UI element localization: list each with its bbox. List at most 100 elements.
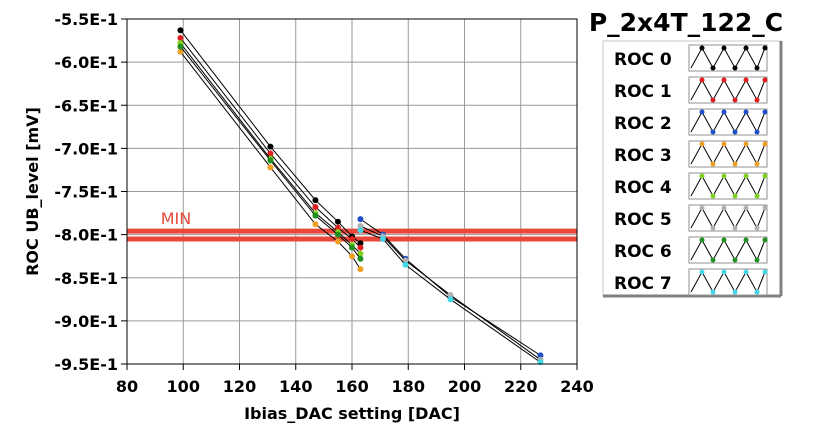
legend-item: ROC 5 [614, 204, 768, 232]
legend-marker [699, 269, 705, 275]
data-point [357, 227, 364, 234]
legend-marker [732, 97, 738, 103]
data-point [177, 27, 184, 34]
data-point [312, 221, 319, 228]
data-point [177, 48, 184, 55]
legend-line [690, 206, 766, 230]
legend-label: ROC 4 [614, 178, 672, 198]
legend-marker [721, 269, 727, 275]
chart-title: P_2x4T_122_C [589, 8, 783, 37]
legend-item: ROC 1 [614, 76, 768, 104]
legend-marker [721, 205, 727, 211]
data-point [357, 223, 364, 229]
legend-marker [743, 141, 749, 147]
data-point [379, 235, 386, 242]
y-tick-label: -6.5E-1 [54, 96, 118, 115]
legend-marker [762, 205, 768, 211]
legend-marker [699, 45, 705, 51]
legend-marker [710, 129, 716, 135]
data-point [267, 143, 274, 150]
data-point [312, 212, 319, 219]
series-5 [357, 223, 544, 363]
data-point [334, 238, 341, 245]
legend: ROC 0 ROC 1 ROC 2 ROC 3 ROC 4 ROC 5 ROC 6 ROC 7 [602, 40, 783, 298]
legend-marker [721, 77, 727, 83]
legend-marker [754, 225, 760, 231]
y-tick-label: -9.0E-1 [54, 312, 118, 331]
legend-marker [699, 141, 705, 147]
series-line [180, 37, 361, 248]
legend-item: ROC 4 [614, 172, 768, 200]
x-tick-label: 180 [392, 377, 425, 396]
data-point [402, 257, 409, 264]
legend-line [690, 238, 766, 262]
data-point [267, 150, 274, 157]
legend-marker [754, 129, 760, 135]
legend-item: ROC 6 [614, 236, 768, 264]
data-point [312, 204, 319, 211]
legend-marker [710, 97, 716, 103]
legend-marker [721, 109, 727, 115]
x-tick-label: 160 [335, 377, 368, 396]
series-layer [177, 27, 544, 366]
legend-marker [762, 109, 768, 115]
data-point [349, 235, 355, 242]
legend-marker [699, 77, 705, 83]
y-tick-label: -9.5E-1 [54, 355, 118, 374]
legend-marker [743, 173, 749, 179]
legend-marker [710, 225, 716, 231]
grid [126, 18, 578, 365]
legend-marker [762, 77, 768, 83]
x-tick-label: 200 [448, 377, 481, 396]
legend-marker [721, 141, 727, 147]
y-tick-label: -8.0E-1 [54, 226, 118, 245]
legend-marker [732, 129, 738, 135]
legend-marker [732, 225, 738, 231]
x-axis-title: Ibias_DAC setting [DAC] [244, 404, 460, 423]
legend-item: ROC 3 [614, 140, 768, 168]
data-point [357, 216, 364, 223]
data-point [312, 197, 319, 204]
data-point [357, 266, 364, 273]
legend-marker [754, 193, 760, 199]
y-axis-title: ROC UB_level [mV] [23, 107, 42, 276]
legend-marker [762, 269, 768, 275]
legend-marker [710, 289, 716, 295]
legend-marker [743, 237, 749, 243]
data-point [357, 255, 364, 262]
legend-marker [699, 173, 705, 179]
legend-marker [732, 257, 738, 263]
data-point [349, 253, 355, 260]
data-point [267, 157, 274, 164]
y-axis-ticks: -5.5E-1 -6.0E-1 -6.5E-1 -7.0E-1 -7.5E-1 -8.0E… [54, 10, 127, 374]
x-tick-label: 80 [116, 377, 138, 396]
data-point [447, 292, 454, 298]
legend-line [690, 46, 766, 70]
y-tick-label: -7.0E-1 [54, 139, 118, 158]
legend-marker [754, 289, 760, 295]
x-axis-ticks: 80 100 120 140 160 180 200 220 240 [116, 364, 594, 396]
legend-marker [762, 141, 768, 147]
data-point [334, 224, 341, 231]
legend-marker [721, 173, 727, 179]
legend-label: ROC 0 [614, 50, 672, 70]
data-point [334, 231, 341, 238]
legend-marker [721, 45, 727, 51]
legend-label: ROC 2 [614, 114, 672, 134]
legend-marker [710, 65, 716, 71]
series-1 [177, 34, 364, 251]
legend-label: ROC 3 [614, 146, 672, 166]
legend-label: ROC 6 [614, 242, 672, 262]
x-tick-label: 120 [223, 377, 256, 396]
legend-item: ROC 7 [614, 268, 768, 296]
min-label: MIN [161, 209, 192, 228]
data-point [402, 261, 409, 268]
legend-marker [710, 161, 716, 167]
legend-line [690, 270, 766, 294]
legend-label: ROC 1 [614, 82, 672, 102]
legend-marker [699, 205, 705, 211]
data-point [334, 218, 341, 225]
y-tick-label: -6.0E-1 [54, 53, 118, 72]
data-point [357, 240, 364, 247]
